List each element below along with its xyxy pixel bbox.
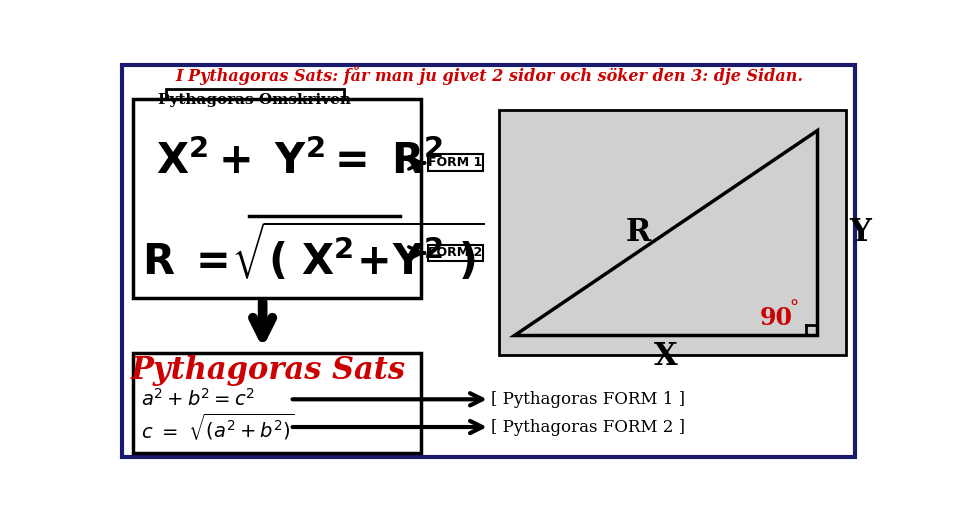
FancyBboxPatch shape (427, 245, 483, 262)
Text: I Pythagoras Sats: får man ju givet 2 sidor och söker den 3: dje Sidan.: I Pythagoras Sats: får man ju givet 2 si… (174, 66, 802, 85)
Polygon shape (514, 130, 816, 336)
Text: FORM 1: FORM 1 (428, 157, 482, 170)
FancyBboxPatch shape (427, 155, 483, 171)
FancyBboxPatch shape (498, 110, 845, 355)
Text: [ Pythagoras FORM 2 ]: [ Pythagoras FORM 2 ] (491, 419, 684, 435)
Text: $\mathbf{X^2+\ Y^2=\ R^2}$: $\mathbf{X^2+\ Y^2=\ R^2}$ (156, 141, 443, 184)
Text: [ Pythagoras FORM 1 ]: [ Pythagoras FORM 1 ] (491, 391, 684, 408)
FancyBboxPatch shape (166, 89, 344, 111)
Text: Pythagoras Sats: Pythagoras Sats (131, 355, 405, 386)
Text: $a^2 + b^2 = c^2$: $a^2 + b^2 = c^2$ (141, 388, 254, 410)
FancyBboxPatch shape (133, 353, 421, 453)
Text: Y: Y (848, 217, 870, 248)
Text: $\mathbf{R\ =\!\sqrt{(\ X^2\!+\!Y^2\ )}}$: $\mathbf{R\ =\!\sqrt{(\ X^2\!+\!Y^2\ )}}… (142, 222, 484, 284)
FancyBboxPatch shape (122, 65, 855, 457)
Text: °: ° (788, 300, 798, 318)
Text: 90: 90 (760, 307, 792, 330)
FancyBboxPatch shape (133, 99, 421, 298)
Text: Pythagoras Omskriven: Pythagoras Omskriven (158, 93, 351, 107)
Text: FORM 2: FORM 2 (428, 247, 482, 260)
Text: X: X (653, 341, 677, 372)
Text: R: R (625, 217, 651, 248)
Text: $c\ =\ \sqrt{(a^2 + b^2)}$: $c\ =\ \sqrt{(a^2 + b^2)}$ (141, 412, 294, 442)
